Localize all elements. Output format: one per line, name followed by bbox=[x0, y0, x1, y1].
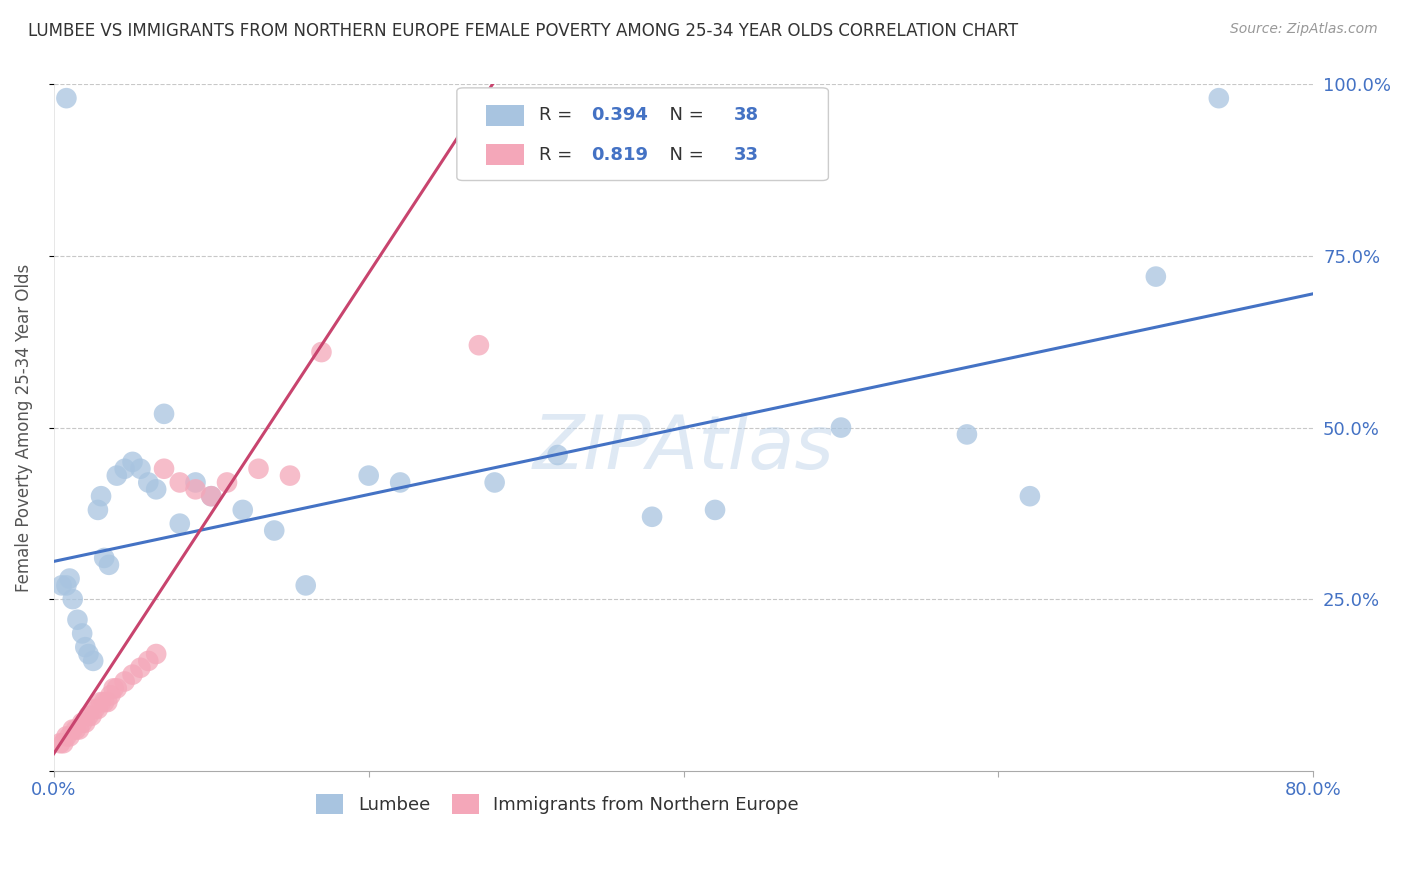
Point bbox=[65, 723, 87, 737]
Text: ZIPAtlas: ZIPAtlas bbox=[533, 412, 834, 484]
Point bbox=[1144, 269, 1167, 284]
Text: N =: N = bbox=[658, 145, 710, 164]
Point bbox=[80, 708, 103, 723]
Legend: Lumbee, Immigrants from Northern Europe: Lumbee, Immigrants from Northern Europe bbox=[308, 785, 808, 823]
Point bbox=[136, 475, 159, 490]
Point bbox=[145, 647, 167, 661]
Point bbox=[232, 503, 254, 517]
Point bbox=[49, 736, 72, 750]
Point bbox=[200, 489, 222, 503]
Point bbox=[215, 475, 238, 490]
Point bbox=[55, 730, 77, 744]
Point bbox=[830, 420, 852, 434]
Point bbox=[87, 503, 110, 517]
Point bbox=[121, 667, 143, 681]
Point bbox=[62, 723, 84, 737]
Y-axis label: Female Poverty Among 25-34 Year Olds: Female Poverty Among 25-34 Year Olds bbox=[15, 263, 32, 591]
Text: R =: R = bbox=[538, 145, 578, 164]
Point bbox=[90, 489, 112, 503]
Point bbox=[67, 723, 90, 737]
Point bbox=[66, 613, 89, 627]
Point bbox=[75, 715, 97, 730]
Point bbox=[169, 475, 191, 490]
Point bbox=[294, 578, 316, 592]
Text: 0.394: 0.394 bbox=[592, 106, 648, 124]
Point bbox=[82, 654, 104, 668]
Point bbox=[263, 524, 285, 538]
Point bbox=[103, 681, 125, 696]
Point bbox=[153, 407, 176, 421]
Point bbox=[77, 647, 100, 661]
Point bbox=[547, 448, 569, 462]
Point bbox=[55, 578, 77, 592]
Point bbox=[136, 654, 159, 668]
Point bbox=[1019, 489, 1042, 503]
Text: N =: N = bbox=[658, 106, 710, 124]
Point bbox=[100, 688, 122, 702]
Point bbox=[55, 91, 77, 105]
Point bbox=[704, 503, 727, 517]
Point bbox=[121, 455, 143, 469]
Point bbox=[956, 427, 979, 442]
Point bbox=[62, 592, 84, 607]
Point bbox=[389, 475, 412, 490]
Point bbox=[77, 708, 100, 723]
Point bbox=[70, 715, 93, 730]
Point bbox=[278, 468, 301, 483]
Point bbox=[87, 702, 110, 716]
Point bbox=[58, 730, 80, 744]
Point bbox=[90, 695, 112, 709]
Point bbox=[468, 338, 491, 352]
Text: R =: R = bbox=[538, 106, 578, 124]
Point bbox=[51, 578, 73, 592]
Point bbox=[129, 661, 152, 675]
Text: Source: ZipAtlas.com: Source: ZipAtlas.com bbox=[1230, 22, 1378, 37]
Point bbox=[311, 345, 333, 359]
Text: 0.819: 0.819 bbox=[592, 145, 648, 164]
Point bbox=[114, 674, 136, 689]
Point bbox=[184, 483, 207, 497]
Point bbox=[169, 516, 191, 531]
Point bbox=[641, 509, 664, 524]
Point bbox=[96, 695, 118, 709]
Point bbox=[105, 681, 128, 696]
Point bbox=[70, 626, 93, 640]
Point bbox=[75, 640, 97, 655]
Text: LUMBEE VS IMMIGRANTS FROM NORTHERN EUROPE FEMALE POVERTY AMONG 25-34 YEAR OLDS C: LUMBEE VS IMMIGRANTS FROM NORTHERN EUROP… bbox=[28, 22, 1018, 40]
Point bbox=[52, 736, 75, 750]
Point bbox=[484, 475, 506, 490]
Point bbox=[83, 702, 105, 716]
Point bbox=[93, 695, 115, 709]
Point bbox=[153, 461, 176, 475]
Text: 38: 38 bbox=[734, 106, 759, 124]
FancyBboxPatch shape bbox=[457, 88, 828, 180]
Point bbox=[145, 483, 167, 497]
Point bbox=[1208, 91, 1230, 105]
FancyBboxPatch shape bbox=[486, 145, 523, 165]
Point bbox=[114, 461, 136, 475]
Point bbox=[129, 461, 152, 475]
Point bbox=[200, 489, 222, 503]
Point bbox=[357, 468, 380, 483]
Point bbox=[93, 551, 115, 566]
Point bbox=[247, 461, 270, 475]
FancyBboxPatch shape bbox=[486, 105, 523, 126]
Point bbox=[97, 558, 120, 572]
Text: 33: 33 bbox=[734, 145, 759, 164]
Point bbox=[184, 475, 207, 490]
Point bbox=[105, 468, 128, 483]
Point bbox=[58, 572, 80, 586]
